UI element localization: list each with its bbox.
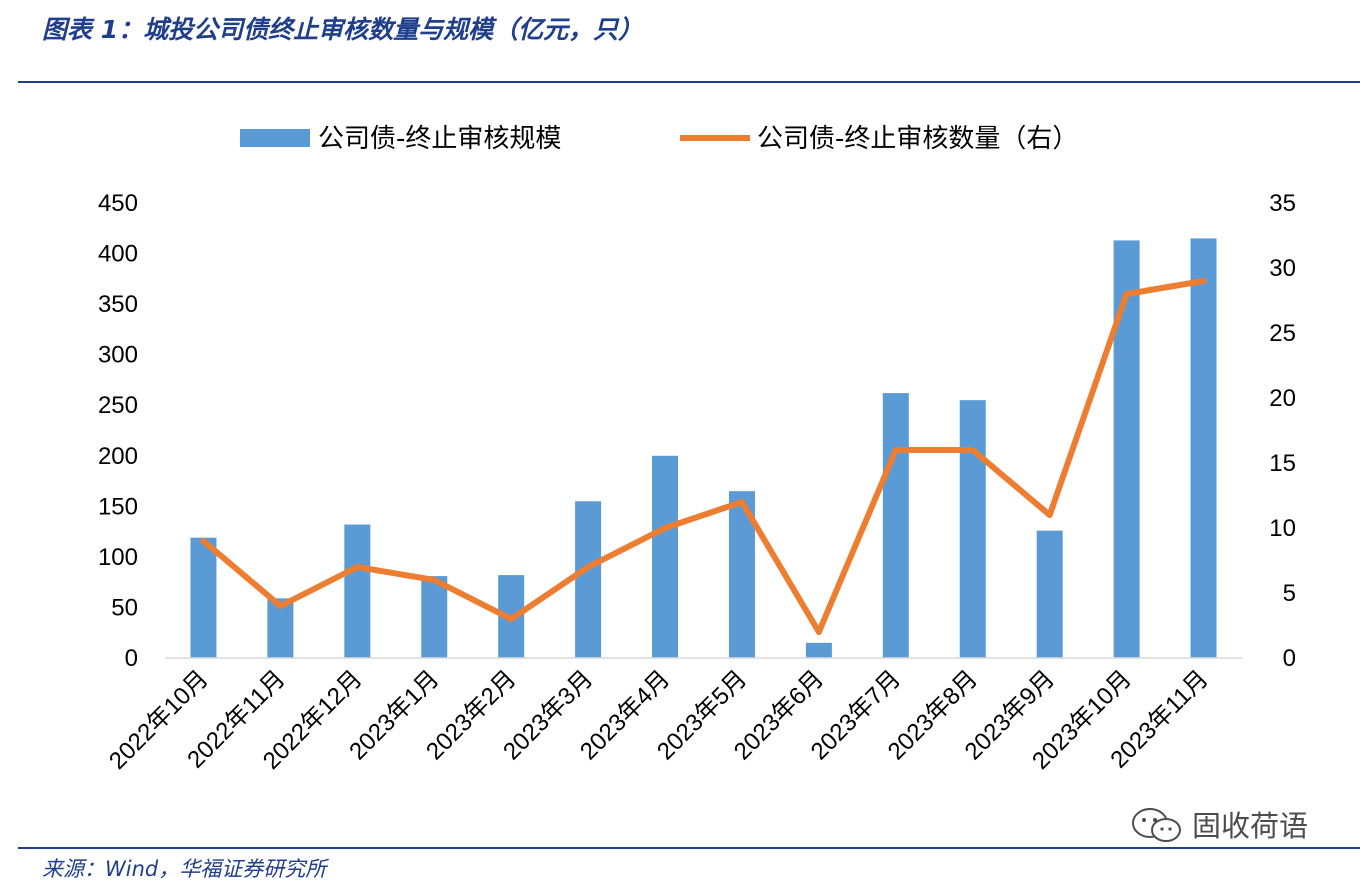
- line-point: [1200, 278, 1207, 284]
- line-point: [354, 564, 361, 570]
- line-point: [815, 629, 822, 635]
- y-left-tick-label: 450: [98, 190, 138, 217]
- line-point: [1046, 512, 1053, 518]
- y-right-tick-label: 0: [1283, 645, 1296, 672]
- line-point: [431, 577, 438, 583]
- bar: [652, 455, 679, 658]
- line-point: [662, 525, 669, 531]
- bar: [882, 393, 909, 658]
- y-left-tick-label: 250: [98, 392, 138, 419]
- bar: [1036, 530, 1063, 658]
- line-series-path: [200, 278, 1207, 635]
- y-left-tick-label: 300: [98, 342, 138, 369]
- y-right-tick-label: 20: [1269, 385, 1296, 412]
- line-point: [277, 603, 284, 609]
- watermark-text: 固收荷语: [1192, 809, 1309, 843]
- y-right-tick-label: 5: [1283, 580, 1296, 607]
- bar: [421, 576, 448, 658]
- y-right-tick-label: 30: [1269, 255, 1296, 282]
- y-left-tick-label: 50: [111, 594, 138, 621]
- watermark: 固收荷语: [1128, 804, 1308, 844]
- source-note: 来源：Wind，华福证券研究所: [42, 857, 327, 881]
- y-left-tick-label: 350: [98, 291, 138, 318]
- y-right-tick-label: 35: [1269, 190, 1296, 217]
- y-axis-left: 0 50 100 150 200 250 300 350 400 450: [98, 190, 138, 672]
- top-divider: [18, 81, 1360, 83]
- y-axis-right: 0 5 10 15 20 25 30 35: [1269, 190, 1296, 672]
- figure-title: 图表 1：城投公司债终止审核数量与规模（亿元，只）: [42, 15, 644, 44]
- line-point: [969, 447, 976, 453]
- y-left-tick-label: 150: [98, 493, 138, 520]
- line-series: [200, 278, 1207, 635]
- bar: [959, 400, 986, 658]
- line-point: [738, 499, 745, 505]
- bar: [805, 642, 832, 658]
- legend-swatch-bar: [240, 129, 310, 147]
- legend-label-line: 公司债-终止审核数量（右）: [757, 124, 1078, 154]
- legend-label-bar: 公司债-终止审核规模: [318, 124, 561, 154]
- y-right-tick-label: 15: [1269, 450, 1296, 477]
- line-point: [508, 616, 515, 622]
- line-point: [585, 564, 592, 570]
- y-left-tick-label: 200: [98, 443, 138, 470]
- bar: [344, 524, 371, 658]
- wechat-icon: [1132, 808, 1181, 842]
- y-right-tick-label: 10: [1269, 515, 1296, 542]
- line-point: [892, 447, 899, 453]
- y-left-tick-label: 400: [98, 241, 138, 268]
- bar-series: [190, 238, 1217, 658]
- x-axis: 2022年10月2022年11月2022年12月2023年1月2023年2月20…: [104, 665, 1214, 775]
- bar: [575, 501, 602, 658]
- legend: 公司债-终止审核规模 公司债-终止审核数量（右）: [240, 124, 1078, 154]
- line-point: [1123, 291, 1130, 297]
- bar: [190, 537, 217, 658]
- bottom-divider: [18, 847, 1360, 849]
- line-point: [200, 538, 207, 544]
- y-right-tick-label: 25: [1269, 320, 1296, 347]
- y-left-tick-label: 100: [98, 544, 138, 571]
- bar: [1190, 238, 1217, 658]
- y-left-tick-label: 0: [125, 645, 138, 672]
